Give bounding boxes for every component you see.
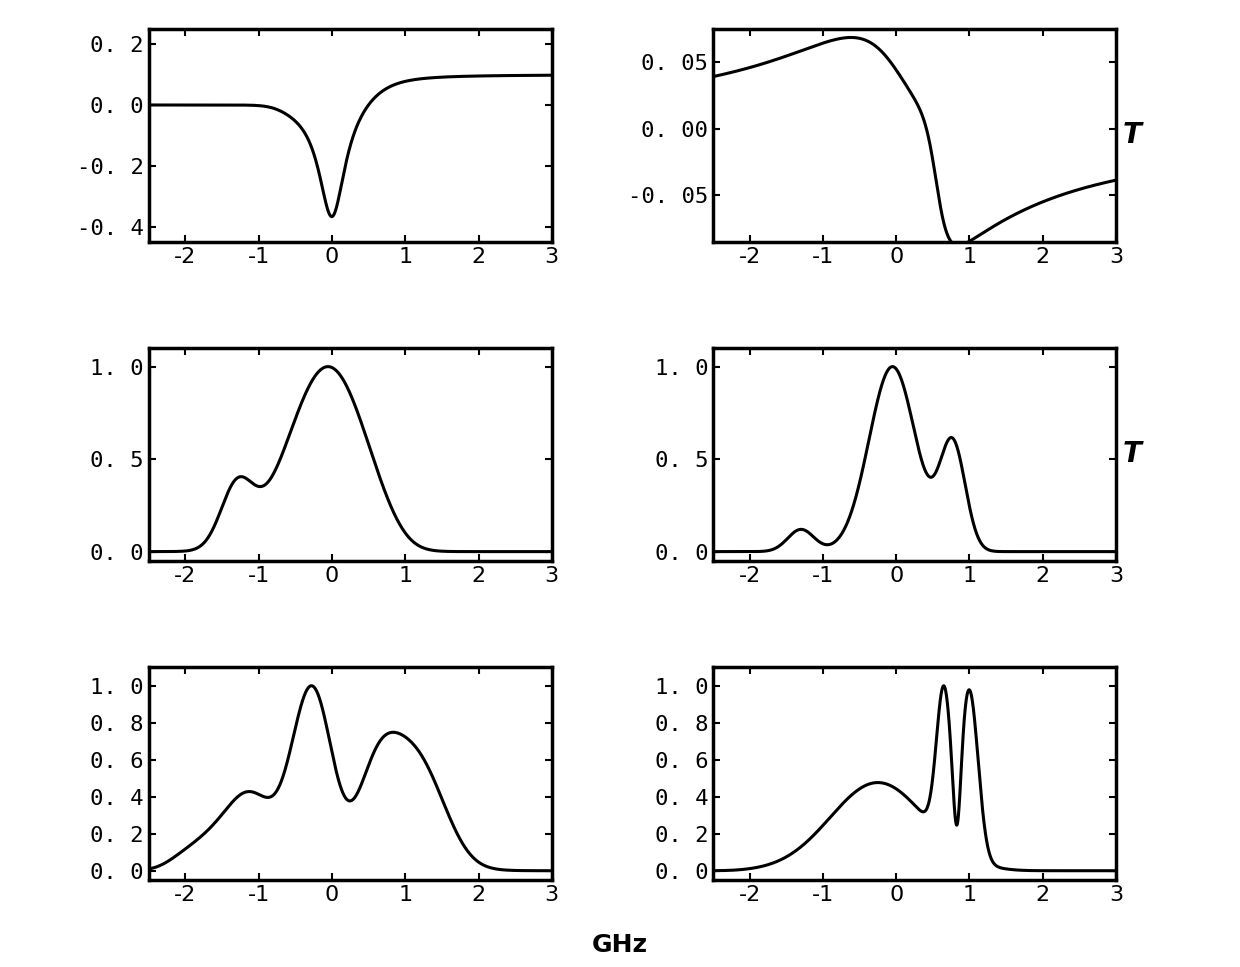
Text: GHz: GHz <box>591 933 649 957</box>
Text: T: T <box>1122 122 1141 149</box>
Text: T: T <box>1122 441 1141 468</box>
